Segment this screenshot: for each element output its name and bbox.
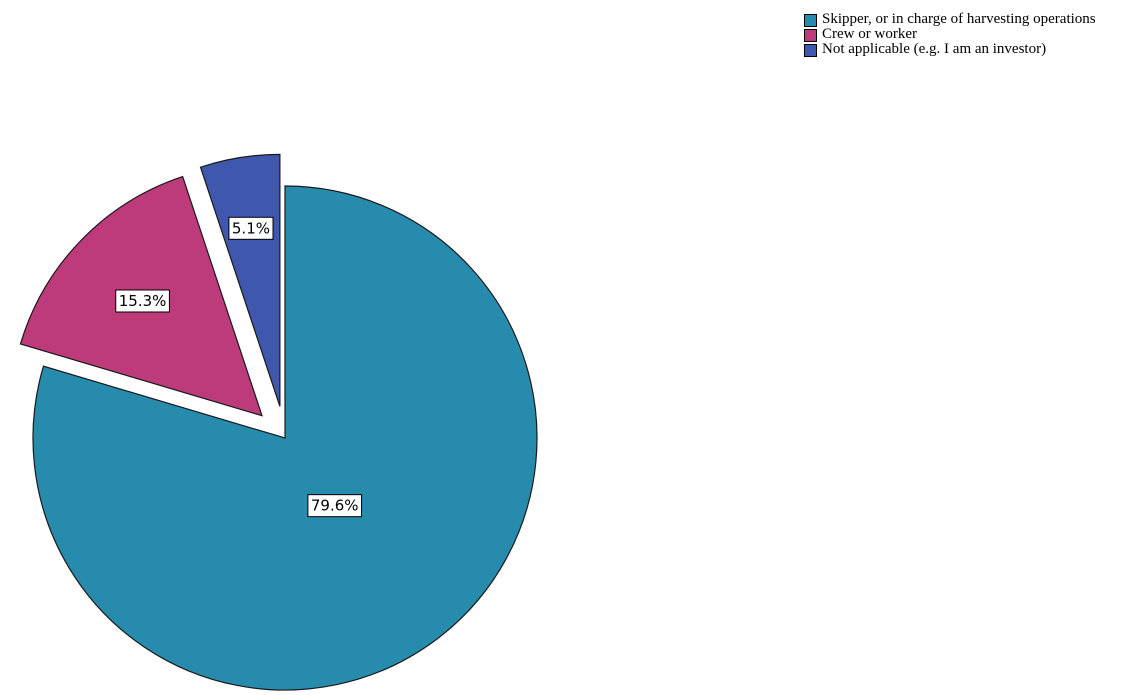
data-label-skipper-box <box>307 494 363 518</box>
data-label-crew-text: 15.3% <box>119 292 167 310</box>
data-label-skipper: 79.6% <box>307 494 363 518</box>
pie-slice-skipper <box>32 185 538 691</box>
data-label-crew-box <box>115 289 170 313</box>
data-label-not-applicable-text: 5.1% <box>232 219 270 237</box>
pie-slices <box>19 153 538 691</box>
data-label-not-applicable: 5.1% <box>228 216 274 240</box>
chart-legend: Skipper, or in charge of harvesting oper… <box>804 12 1134 57</box>
legend-item-not-applicable: Not applicable (e.g. I am an investor) <box>804 42 1134 57</box>
data-label-crew: 15.3% <box>115 289 170 313</box>
legend-item-crew: Crew or worker <box>804 27 1134 42</box>
legend-swatch-crew <box>804 29 817 42</box>
legend-item-skipper: Skipper, or in charge of harvesting oper… <box>804 12 1134 27</box>
legend-label-crew: Crew or worker <box>822 26 917 42</box>
legend-label-not-applicable: Not applicable (e.g. I am an investor) <box>822 41 1047 57</box>
data-label-not-applicable-box <box>228 216 274 240</box>
legend-swatch-not-applicable <box>804 44 817 57</box>
legend-swatch-skipper <box>804 14 817 27</box>
data-label-skipper-text: 79.6% <box>311 497 359 515</box>
legend-label-skipper: Skipper, or in charge of harvesting oper… <box>822 11 1096 27</box>
pie-data-labels: 79.6% 15.3% 5.1% <box>115 216 363 518</box>
